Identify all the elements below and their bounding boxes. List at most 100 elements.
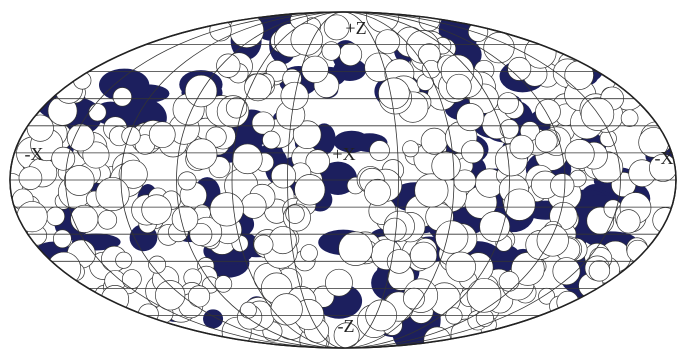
field-circle	[466, 278, 502, 313]
field-circle	[225, 97, 248, 119]
field-circle	[16, 201, 48, 233]
map-border	[9, 11, 677, 349]
field-circle	[141, 194, 172, 225]
field-circle	[112, 87, 133, 107]
field-circle	[70, 204, 99, 233]
coverage-patch	[99, 68, 150, 102]
field-circle	[382, 217, 407, 242]
field-circle	[95, 177, 130, 212]
field-circle	[292, 120, 322, 150]
field-circle	[499, 119, 520, 139]
field-circle	[63, 165, 95, 196]
field-circle	[497, 92, 519, 114]
field-circle	[446, 73, 472, 100]
field-circle	[26, 114, 54, 142]
field-circle	[262, 130, 281, 150]
field-circle	[556, 290, 580, 314]
field-circle	[244, 73, 272, 102]
field-circle	[421, 59, 441, 79]
field-circle	[564, 138, 595, 170]
field-circle	[18, 166, 43, 190]
field-circle	[88, 103, 107, 122]
axis-label: -X	[655, 148, 674, 168]
field-circle	[431, 151, 461, 181]
field-circle	[445, 251, 476, 283]
field-circle	[148, 255, 167, 274]
field-circle	[375, 29, 401, 55]
field-circle	[420, 127, 448, 155]
field-circle	[148, 121, 176, 149]
field-circle	[402, 140, 420, 158]
field-circle	[285, 204, 305, 224]
field-circle	[580, 97, 615, 131]
field-circle	[301, 55, 329, 84]
axis-label: -Z	[338, 316, 355, 336]
field-circle	[270, 163, 297, 189]
field-circle	[66, 123, 95, 152]
coverage-patch	[333, 130, 370, 153]
field-circle	[186, 138, 218, 170]
field-circle	[323, 14, 350, 41]
field-circle	[649, 153, 676, 182]
field-circle	[409, 241, 438, 269]
field-circle	[535, 98, 561, 125]
field-circle	[73, 71, 92, 90]
field-circle	[456, 103, 485, 132]
field-circle	[620, 109, 639, 127]
field-circle	[378, 77, 410, 110]
field-circle	[171, 205, 199, 233]
field-circle	[507, 56, 532, 81]
field-circle	[294, 174, 326, 206]
field-circle	[216, 53, 241, 78]
field-circle	[270, 293, 303, 326]
field-circle	[550, 173, 575, 198]
field-circle	[325, 268, 353, 297]
field-circle	[118, 159, 148, 189]
field-circle	[445, 307, 463, 325]
field-circle	[177, 171, 197, 191]
axis-label: +X	[332, 144, 355, 164]
axis-label: +Z	[345, 18, 366, 38]
field-circle	[121, 269, 142, 289]
field-circle	[214, 275, 233, 293]
field-circle	[338, 42, 363, 67]
field-circle	[51, 146, 76, 171]
field-circle	[616, 209, 641, 234]
field-circle	[333, 322, 360, 348]
field-circle	[503, 188, 536, 221]
field-circle	[251, 111, 275, 135]
field-circle	[184, 74, 218, 108]
field-circle	[82, 141, 110, 169]
field-circle	[97, 210, 118, 230]
field-circle	[435, 220, 469, 254]
field-circle	[338, 231, 373, 266]
field-circle	[155, 280, 186, 311]
field-circle	[52, 229, 72, 249]
field-circle	[100, 285, 130, 314]
field-circle	[369, 140, 390, 161]
field-circle	[534, 129, 558, 153]
field-circle	[321, 41, 341, 61]
field-circle	[300, 244, 318, 262]
field-circle	[187, 285, 211, 308]
field-circle	[305, 149, 330, 174]
field-circle	[232, 143, 263, 175]
field-circle	[121, 126, 141, 146]
field-circle	[461, 140, 485, 164]
field-circle	[290, 23, 323, 56]
field-circle	[564, 60, 594, 90]
field-circle	[552, 257, 581, 286]
coverage-patch	[203, 309, 224, 329]
field-circle	[115, 251, 133, 269]
field-circle	[45, 206, 66, 226]
field-circle	[536, 224, 569, 257]
field-circle	[509, 134, 534, 160]
field-circle	[240, 192, 267, 219]
field-circle	[253, 234, 274, 255]
field-circle	[588, 260, 611, 282]
axis-label: -X	[25, 144, 44, 164]
field-circle	[652, 207, 676, 234]
field-circle	[364, 178, 391, 206]
field-circle	[209, 192, 244, 227]
